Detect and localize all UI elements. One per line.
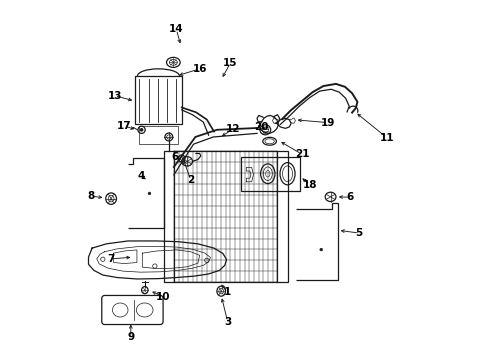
Text: 7: 7 bbox=[107, 254, 115, 264]
Text: 5: 5 bbox=[355, 228, 362, 238]
Text: 13: 13 bbox=[107, 91, 122, 101]
Ellipse shape bbox=[148, 192, 151, 195]
Text: 9: 9 bbox=[127, 332, 134, 342]
Text: 6: 6 bbox=[346, 192, 353, 202]
Text: 1: 1 bbox=[224, 287, 231, 297]
Bar bbox=[241, 157, 300, 191]
Text: 3: 3 bbox=[224, 317, 231, 327]
Text: 21: 21 bbox=[294, 149, 308, 159]
Bar bbox=[277, 151, 287, 282]
Text: 4: 4 bbox=[137, 171, 144, 181]
Text: 18: 18 bbox=[302, 180, 316, 190]
Text: 8: 8 bbox=[87, 191, 95, 201]
Text: 19: 19 bbox=[320, 118, 335, 128]
Text: 15: 15 bbox=[223, 58, 237, 68]
Bar bbox=[135, 76, 182, 125]
Text: 16: 16 bbox=[192, 64, 206, 74]
Text: 20: 20 bbox=[254, 122, 268, 132]
Text: 6: 6 bbox=[171, 152, 178, 162]
Text: 2: 2 bbox=[187, 175, 194, 185]
Text: 12: 12 bbox=[225, 124, 240, 134]
Text: 11: 11 bbox=[379, 133, 393, 143]
Text: 10: 10 bbox=[155, 292, 170, 302]
Text: 14: 14 bbox=[169, 24, 183, 35]
Text: 17: 17 bbox=[117, 121, 131, 131]
Bar bbox=[139, 126, 178, 144]
Bar bbox=[163, 151, 174, 282]
Ellipse shape bbox=[319, 248, 322, 251]
Ellipse shape bbox=[140, 128, 143, 132]
